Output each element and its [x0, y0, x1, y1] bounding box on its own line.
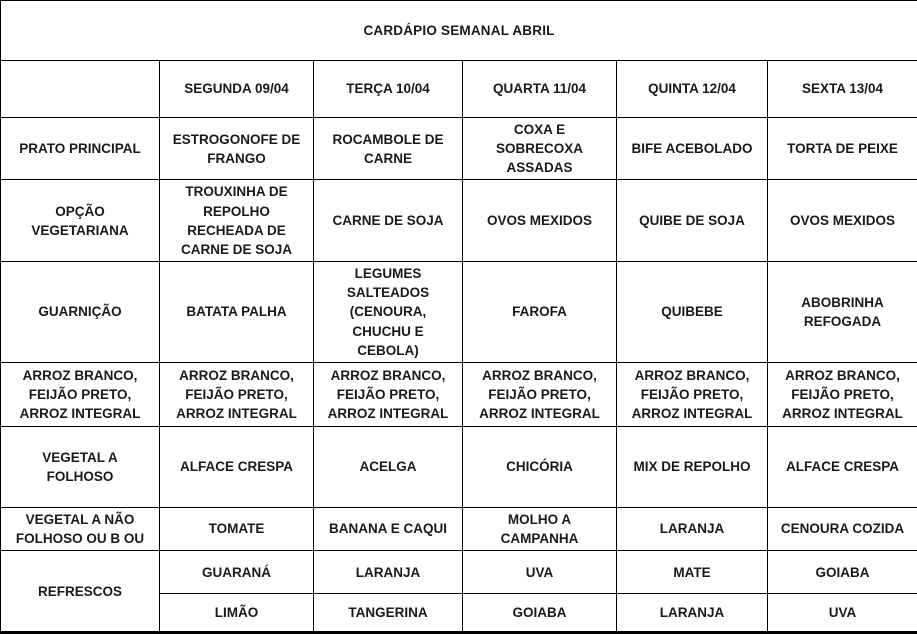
title-row: CARDÁPIO SEMANAL ABRIL	[1, 1, 917, 61]
menu-cell: ROCAMBOLE DE CARNE	[314, 118, 463, 180]
menu-cell: GUARANÁ	[160, 551, 314, 594]
menu-cell: LARANJA	[617, 507, 768, 550]
menu-cell: ALFACE CRESPA	[160, 426, 314, 507]
header-row: SEGUNDA 09/04 TERÇA 10/04 QUARTA 11/04 Q…	[1, 61, 917, 118]
menu-cell: LEGUMES SALTEADOS (CENOURA, CHUCHU E CEB…	[314, 262, 463, 363]
table-row-prato-principal: PRATO PRINCIPAL ESTROGONOFE DE FRANGO RO…	[1, 118, 917, 180]
col-header-quinta: QUINTA 12/04	[617, 61, 768, 118]
row-label-guarnicao: GUARNIÇÃO	[1, 262, 160, 363]
menu-cell: ACELGA	[314, 426, 463, 507]
menu-cell: QUIBEBE	[617, 262, 768, 363]
menu-cell: FAROFA	[463, 262, 617, 363]
menu-cell: BATATA PALHA	[160, 262, 314, 363]
page-title: CARDÁPIO SEMANAL ABRIL	[1, 1, 917, 61]
table-row-arroz: ARROZ BRANCO, FEIJÃO PRETO, ARROZ INTEGR…	[1, 362, 917, 426]
menu-cell: LIMÃO	[160, 594, 314, 633]
menu-cell: OVOS MEXIDOS	[768, 180, 917, 262]
table-row-vegetal-folhoso: VEGETAL A FOLHOSO ALFACE CRESPA ACELGA C…	[1, 426, 917, 507]
menu-cell: ESTROGONOFE DE FRANGO	[160, 118, 314, 180]
menu-cell: CARNE DE SOJA	[314, 180, 463, 262]
row-label-prato-principal: PRATO PRINCIPAL	[1, 118, 160, 180]
table-row-refrescos-1: REFRESCOS GUARANÁ LARANJA UVA MATE GOIAB…	[1, 551, 917, 594]
col-header-quarta: QUARTA 11/04	[463, 61, 617, 118]
menu-cell: QUIBE DE SOJA	[617, 180, 768, 262]
menu-cell: MIX DE REPOLHO	[617, 426, 768, 507]
table-row-vegetal-nao-folhoso: VEGETAL A NÃO FOLHOSO OU B OU TOMATE BAN…	[1, 507, 917, 550]
menu-cell: COXA E SOBRECOXA ASSADAS	[463, 118, 617, 180]
menu-cell: MATE	[617, 551, 768, 594]
menu-cell: ALFACE CRESPA	[768, 426, 917, 507]
menu-cell: TROUXINHA DE REPOLHO RECHEADA DE CARNE D…	[160, 180, 314, 262]
weekly-menu-sheet: CARDÁPIO SEMANAL ABRIL SEGUNDA 09/04 TER…	[0, 0, 917, 569]
menu-cell: ARROZ BRANCO, FEIJÃO PRETO, ARROZ INTEGR…	[463, 362, 617, 426]
menu-cell: CHICÓRIA	[463, 426, 617, 507]
menu-cell: GOIABA	[463, 594, 617, 633]
menu-cell: TORTA DE PEIXE	[768, 118, 917, 180]
table-row-guarnicao: GUARNIÇÃO BATATA PALHA LEGUMES SALTEADOS…	[1, 262, 917, 363]
menu-cell: ARROZ BRANCO, FEIJÃO PRETO, ARROZ INTEGR…	[314, 362, 463, 426]
menu-cell: MOLHO A CAMPANHA	[463, 507, 617, 550]
menu-cell: TOMATE	[160, 507, 314, 550]
table-row-opcao-vegetariana: OPÇÃO VEGETARIANA TROUXINHA DE REPOLHO R…	[1, 180, 917, 262]
menu-cell: ABOBRINHA REFOGADA	[768, 262, 917, 363]
col-header-segunda: SEGUNDA 09/04	[160, 61, 314, 118]
corner-header-cell	[1, 61, 160, 118]
menu-cell: LARANJA	[617, 594, 768, 633]
menu-cell: BIFE ACEBOLADO	[617, 118, 768, 180]
row-label-vegetal-nao-folhoso: VEGETAL A NÃO FOLHOSO OU B OU	[1, 507, 160, 550]
menu-cell: OVOS MEXIDOS	[463, 180, 617, 262]
row-label-vegetal-folhoso: VEGETAL A FOLHOSO	[1, 426, 160, 507]
menu-cell: GOIABA	[768, 551, 917, 594]
menu-cell: TANGERINA	[314, 594, 463, 633]
menu-cell: BANANA E CAQUI	[314, 507, 463, 550]
menu-cell: ARROZ BRANCO, FEIJÃO PRETO, ARROZ INTEGR…	[617, 362, 768, 426]
menu-cell: UVA	[768, 594, 917, 633]
row-label-arroz: ARROZ BRANCO, FEIJÃO PRETO, ARROZ INTEGR…	[1, 362, 160, 426]
menu-cell: CENOURA COZIDA	[768, 507, 917, 550]
menu-cell: ARROZ BRANCO, FEIJÃO PRETO, ARROZ INTEGR…	[160, 362, 314, 426]
row-label-opcao-vegetariana: OPÇÃO VEGETARIANA	[1, 180, 160, 262]
menu-cell: LARANJA	[314, 551, 463, 594]
menu-cell: ARROZ BRANCO, FEIJÃO PRETO, ARROZ INTEGR…	[768, 362, 917, 426]
menu-cell: UVA	[463, 551, 617, 594]
col-header-sexta: SEXTA 13/04	[768, 61, 917, 118]
col-header-terca: TERÇA 10/04	[314, 61, 463, 118]
row-label-refrescos: REFRESCOS	[1, 551, 160, 633]
